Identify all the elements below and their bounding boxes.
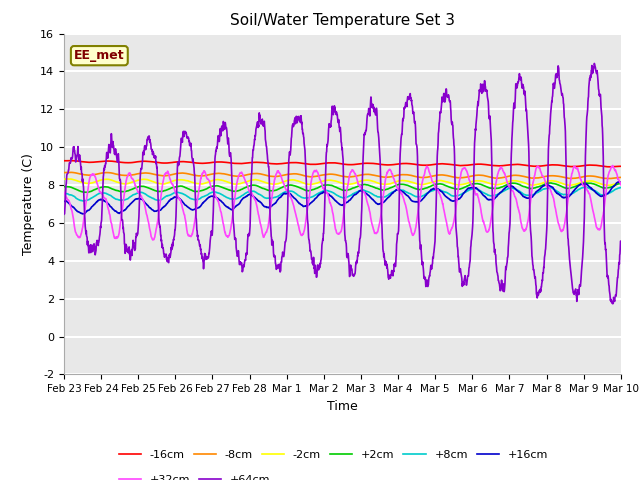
Legend: +32cm, +64cm: +32cm, +64cm [114,471,275,480]
+16cm [601,192,609,198]
-2cm [63,176,70,182]
-16cm [601,164,609,169]
+32cm [316,177,324,183]
-2cm [60,176,68,182]
-8cm [331,172,339,178]
-8cm [601,176,609,181]
Y-axis label: Temperature (C): Temperature (C) [22,153,35,255]
+16cm [60,199,68,204]
-8cm [316,173,324,179]
+64cm [609,301,617,307]
-2cm [601,182,609,188]
+32cm [499,168,506,173]
+2cm [601,185,609,191]
+8cm [601,192,609,197]
+2cm [499,184,506,190]
Line: +8cm: +8cm [64,187,621,201]
+32cm [617,182,625,188]
+8cm [80,198,88,204]
+8cm [316,190,324,195]
+64cm [316,264,324,270]
-2cm [499,181,506,187]
+32cm [601,201,609,207]
Text: EE_met: EE_met [74,49,125,62]
+16cm [499,188,506,193]
+2cm [617,181,625,187]
+8cm [331,191,339,197]
-8cm [617,175,625,180]
+64cm [601,241,609,247]
+2cm [83,190,91,195]
Line: -2cm: -2cm [64,179,621,185]
Title: Soil/Water Temperature Set 3: Soil/Water Temperature Set 3 [230,13,455,28]
+2cm [602,185,609,191]
+16cm [615,179,623,185]
+64cm [60,211,68,217]
-16cm [499,163,506,168]
+8cm [581,184,589,190]
+16cm [331,197,339,203]
-8cm [89,172,97,178]
+16cm [79,211,87,217]
Line: +64cm: +64cm [64,63,621,304]
-16cm [331,160,339,166]
+32cm [609,163,616,168]
Line: -16cm: -16cm [64,161,621,167]
+16cm [89,203,97,209]
+8cm [60,190,68,196]
+8cm [617,185,625,191]
Line: +32cm: +32cm [64,166,621,240]
X-axis label: Time: Time [327,400,358,413]
-8cm [60,169,68,175]
-16cm [89,159,97,165]
+8cm [499,189,506,194]
+16cm [601,192,609,198]
-8cm [601,176,609,181]
-2cm [89,180,97,186]
+64cm [601,238,609,243]
+2cm [582,180,589,186]
+64cm [617,239,625,244]
+8cm [89,194,97,200]
+64cm [88,248,96,253]
+16cm [617,180,625,185]
-8cm [499,175,506,180]
-16cm [316,161,324,167]
+64cm [499,285,506,290]
+64cm [331,108,339,113]
Line: -8cm: -8cm [64,172,621,179]
-2cm [617,180,625,185]
+2cm [60,184,68,190]
-2cm [316,179,324,185]
Line: +2cm: +2cm [64,183,621,192]
+32cm [88,171,96,177]
+32cm [331,223,339,229]
+16cm [316,191,324,197]
-16cm [601,164,609,169]
-16cm [60,158,68,164]
-2cm [331,178,339,184]
+2cm [316,183,324,189]
Line: +16cm: +16cm [64,182,621,214]
+32cm [60,190,68,195]
-2cm [566,182,573,188]
-16cm [67,158,74,164]
+2cm [89,188,97,193]
+8cm [602,192,609,197]
+2cm [331,184,339,190]
-2cm [602,182,609,188]
+32cm [601,198,609,204]
-8cm [68,169,76,175]
-8cm [605,176,613,181]
-16cm [605,164,613,170]
+32cm [149,237,157,243]
+64cm [591,60,598,66]
-16cm [617,163,625,169]
